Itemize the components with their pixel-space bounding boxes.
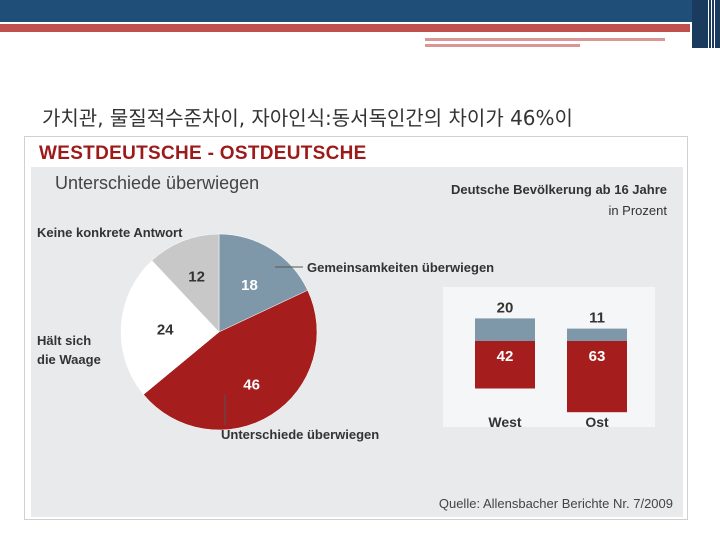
top-bar — [0, 0, 720, 22]
chart-svg: 18 46 24 12 Gemeinsamkeiten überwiegen Unters… — [120, 233, 655, 442]
label-gemeinsamkeiten: Gemeinsamkeiten überwiegen — [307, 260, 494, 275]
unit-label: in Prozent — [608, 203, 667, 218]
chart-subtitle: Unterschiede überwiegen — [55, 173, 260, 193]
pie-value-label: 12 — [188, 269, 205, 286]
stacked-bar-chart: 42 20 West 63 11 Ost — [443, 287, 655, 430]
bar-value-label: 63 — [589, 348, 606, 365]
accent-line-1 — [425, 38, 665, 41]
accent-stripe — [0, 24, 690, 32]
accent-line-2 — [425, 44, 580, 47]
bar-segment-unterschiede-west — [475, 341, 535, 389]
label-haelt-line2: die Waage — [37, 352, 101, 367]
source-note: Quelle: Allensbacher Berichte Nr. 7/2009 — [438, 496, 673, 511]
label-keine-antwort: Keine konkrete Antwort — [37, 225, 183, 240]
bar-segment-unterschiede-ost — [567, 341, 627, 413]
slide-title: 가치관, 물질적수준차이, 자아인식:동서독인간의 차이가 46%이 — [42, 106, 573, 130]
label-unterschiede: Unterschiede überwiegen — [221, 427, 379, 442]
bar-value-label: 42 — [497, 348, 514, 365]
population-label: Deutsche Bevölkerung ab 16 Jahre in Proz… — [451, 179, 667, 221]
pie-slice-keine-konkrete-antwort — [151, 233, 220, 333]
bar-segment-gemeinsamkeiten-west — [475, 318, 535, 341]
pie-value-label: 46 — [243, 376, 260, 393]
pie-slice-unterschiede-überwiegen — [143, 289, 318, 431]
bar-category-label: Ost — [585, 414, 609, 430]
label-haelt-sich: Hält sich die Waage — [37, 331, 101, 369]
label-haelt-line1: Hält sich — [37, 333, 92, 348]
pie-slice-gemeinsamkeiten-überwiegen — [218, 233, 309, 333]
pie-chart: 18 46 24 12 Gemeinsamkeiten überwiegen Unters… — [120, 233, 494, 442]
bar-value-label: 20 — [497, 299, 514, 316]
chart-heading: WESTDEUTSCHE - OSTDEUTSCHE — [39, 143, 367, 164]
chart-image: WESTDEUTSCHE - OSTDEUTSCHE Unterschiede … — [24, 136, 688, 520]
bar-category-label: West — [488, 414, 522, 430]
pie-slice-hält-sich-die-waage — [120, 260, 220, 395]
bar-value-label: 11 — [589, 310, 605, 327]
population-title: Deutsche Bevölkerung ab 16 Jahre — [450, 182, 667, 197]
bar-segment-gemeinsamkeiten-ost — [567, 328, 627, 341]
top-bar-stripes — [708, 0, 716, 48]
pie-value-label: 24 — [157, 322, 174, 339]
pie-value-label: 18 — [241, 277, 258, 294]
